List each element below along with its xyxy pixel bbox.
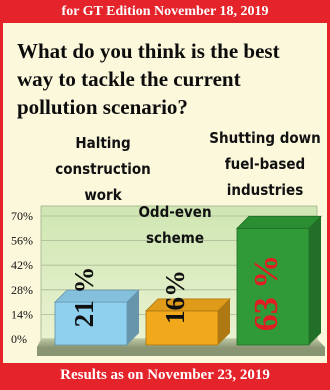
poll-question: What do you think is the best way to tac… <box>17 39 280 119</box>
category-label-3: fuel-based <box>225 155 305 173</box>
y-tick-label: 14% <box>11 307 33 321</box>
value-labels: 21 % 16% 63 % <box>69 255 285 332</box>
y-tick-label: 0% <box>11 332 27 346</box>
bar-side <box>127 290 139 345</box>
category-label-2: Odd-even <box>138 203 211 221</box>
bar-top <box>236 215 322 229</box>
category-label-1: construction <box>55 160 151 178</box>
bar-front <box>236 227 310 346</box>
bar-1 <box>54 289 140 346</box>
category-label-2: scheme <box>146 229 204 247</box>
bar-2 <box>145 298 231 346</box>
bar-side <box>218 298 230 345</box>
category-label-3: industries <box>227 181 303 199</box>
y-tick-label: 28% <box>11 283 33 297</box>
bar-front <box>145 310 219 346</box>
y-tick-label: 42% <box>11 258 33 272</box>
category-label-3: Shutting down <box>209 129 320 147</box>
bar-side <box>309 216 321 345</box>
poll-bar-chart: 0% 14% 28% 42% 56% 70% 21 % 16% 63 % Halting con… <box>11 129 325 356</box>
value-label-3: 63 % <box>248 255 285 332</box>
category-labels: Halting construction work Odd-even scheme Shu… <box>55 129 321 247</box>
y-tick-label: 70% <box>11 209 33 223</box>
bar-3 <box>236 215 322 346</box>
bar-front <box>54 301 128 346</box>
bars <box>54 215 322 346</box>
floor-front <box>37 347 325 356</box>
results-banner: Results as on November 23, 2019 <box>3 363 327 387</box>
y-axis: 0% 14% 28% 42% 56% 70% <box>11 209 33 346</box>
edition-banner: for GT Edition November 18, 2019 <box>3 3 327 23</box>
value-label-2: 16% <box>160 270 190 324</box>
category-label-1: work <box>84 186 122 204</box>
value-label-1: 21 % <box>69 267 99 328</box>
y-tick-label: 56% <box>11 234 33 248</box>
category-label-1: Halting <box>75 134 130 152</box>
